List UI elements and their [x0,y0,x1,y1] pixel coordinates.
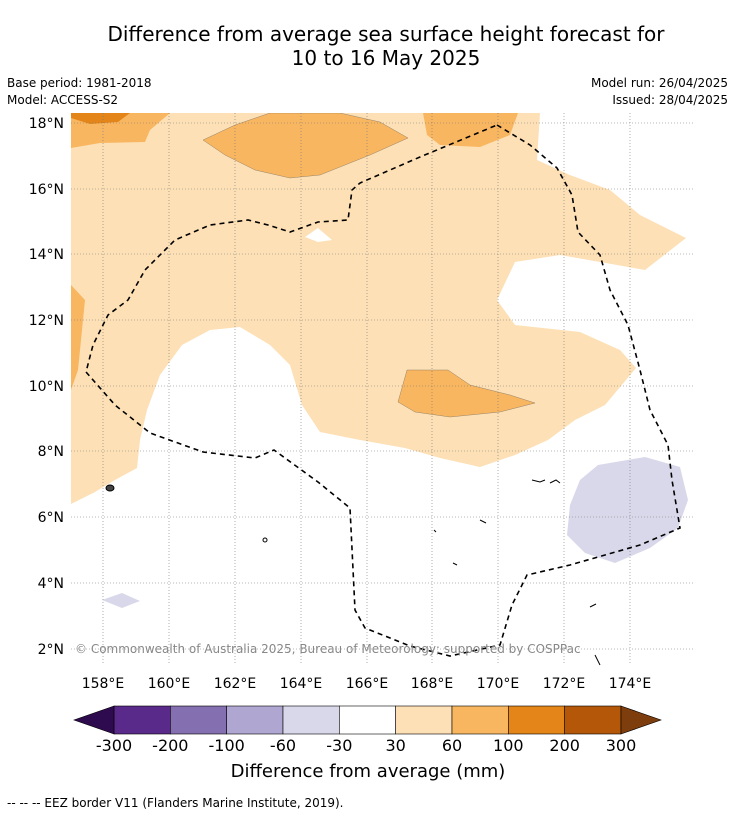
contour-neg-east [567,457,688,563]
base-period: Base period: 1981-2018 [7,76,152,90]
latitude-labels: 18°N 16°N 14°N 12°N 10°N 8°N 6°N 4°N 2°N [29,116,64,658]
lon-label: 162°E [214,676,257,692]
contour-fields [71,113,688,608]
lon-label: 174°E [609,676,652,692]
lat-label: 18°N [29,116,64,132]
lat-label: 12°N [29,313,64,329]
copyright-note: © Commonwealth of Australia 2025, Bureau… [75,642,581,656]
map-title: Difference from average sea surface heig… [40,22,732,70]
contour-60-100-west [71,285,85,390]
lat-label: 2°N [38,642,64,658]
contour-neg-west [102,593,140,608]
colorbar-title: Difference from average (mm) [230,761,506,782]
model-name: Model: ACCESS-S2 [7,93,119,107]
colorbar-bin [113,705,171,735]
lon-label: 160°E [148,676,191,692]
lon-label: 170°E [477,676,520,692]
lat-label: 6°N [38,510,64,526]
lat-label: 10°N [29,379,64,395]
colorbar-bin [282,705,340,735]
contour-60-100-ne [423,113,518,147]
meta-right: Model run: 26/04/2025 Issued: 28/04/2025 [591,75,728,109]
lat-label: 16°N [29,182,64,198]
colorbar-bin [564,705,622,735]
colorbar-tick-label: 60 [441,736,463,755]
colorbar-tick-label: -100 [208,736,245,755]
colorbar-tick-label: -60 [269,736,297,755]
eez-legend: -- -- -- EEZ border V11 (Flanders Marine… [7,796,344,810]
title-line-1: Difference from average sea surface heig… [107,22,665,46]
colorbar-bin [451,705,509,735]
lon-label: 166°E [346,676,389,692]
colorbar-tick-label: -200 [152,736,189,755]
colorbar-tick-label: 30 [385,736,406,755]
colorbar-under-arrow [73,705,115,735]
lat-label: 14°N [29,247,64,263]
colorbar-bin [395,705,453,735]
colorbar-bin [226,705,284,735]
lat-label: 8°N [38,444,64,460]
colorbar-bin [339,705,396,735]
lon-label: 164°E [280,676,323,692]
colorbar-bin [170,705,227,735]
lat-label: 4°N [38,576,64,592]
contour-gap [305,228,332,242]
colorbar-tick-label: 200 [549,736,580,755]
longitude-labels: 158°E 160°E 162°E 164°E 166°E 168°E 170°E 172°E… [82,676,652,692]
model-run: Model run: 26/04/2025 [590,76,728,90]
lon-label: 172°E [543,676,586,692]
contour-30-60 [71,113,686,504]
colorbar-bin [508,705,565,735]
contour-100-200 [71,113,130,124]
colorbar-tick-label: -30 [326,736,353,755]
colorbar-over-arrow [620,705,662,735]
meta-left: Base period: 1981-2018 Model: ACCESS-S2 [7,75,152,109]
graticule [71,113,695,663]
islands [105,479,601,666]
lon-label: 158°E [82,676,125,692]
contour-60-100-north [203,113,408,178]
eez-border [85,124,681,657]
colorbar-tick-label: 100 [493,736,524,755]
title-line-2: 10 to 16 May 2025 [291,46,481,70]
contour-60-100-central [398,370,535,417]
lon-label: 168°E [411,676,454,692]
colorbar [73,705,662,735]
colorbar-tick-label: 300 [605,736,637,755]
issued-date: Issued: 28/04/2025 [612,93,728,107]
colorbar-tick-label: -300 [95,736,133,755]
